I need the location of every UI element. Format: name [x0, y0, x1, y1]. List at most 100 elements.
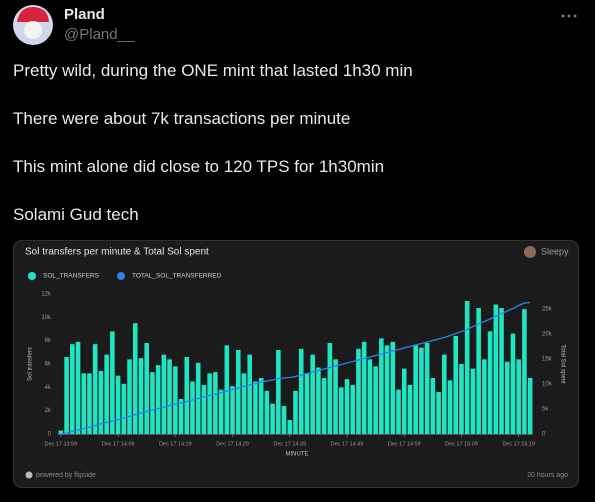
bar: [516, 359, 521, 434]
bar: [155, 365, 161, 434]
bar: [213, 372, 218, 434]
y2-tick-label: 0: [542, 432, 546, 438]
bar: [321, 378, 327, 434]
bar: [413, 345, 418, 434]
x-tick-label: Dec 17 13:59: [45, 441, 78, 447]
bar: [522, 309, 527, 434]
bar: [476, 308, 481, 434]
author-name[interactable]: Pland: [64, 6, 105, 23]
bar: [276, 350, 281, 434]
bar: [384, 345, 390, 434]
y-tick-label: 4k: [45, 385, 52, 391]
bar: [207, 373, 212, 434]
bar: [281, 406, 287, 434]
legend-label: SOL_TRANSFERS: [43, 273, 100, 280]
tweet-line: This mint alone did close to 120 TPS for…: [13, 157, 385, 176]
bar: [350, 385, 356, 434]
bar: [201, 385, 207, 434]
bar: [453, 336, 459, 434]
bar: [493, 304, 499, 434]
legend-marker: [28, 272, 36, 280]
y-tick-label: 8k: [45, 338, 52, 344]
brand: Sleepy: [541, 246, 569, 256]
y-axis-title: Sol transfers: [28, 347, 34, 381]
bar: [218, 389, 224, 434]
dot: [561, 14, 565, 18]
bar: [144, 343, 149, 434]
bar: [390, 341, 396, 434]
tweet-line: There were about 7k transactions per min…: [13, 109, 351, 128]
bar: [75, 341, 81, 434]
author-handle[interactable]: @Pland__: [64, 26, 135, 43]
brand-icon: [524, 246, 536, 258]
x-tick-label: Dec 17 15:19: [502, 441, 535, 447]
bar: [407, 385, 413, 434]
y-tick-label: 2k: [45, 408, 52, 414]
y-tick-label: 6k: [45, 362, 52, 368]
bar: [487, 331, 493, 434]
bar: [190, 381, 195, 434]
bar: [464, 301, 470, 434]
tweet-line: Pretty wild, during the ONE mint that la…: [13, 61, 413, 80]
bar: [430, 378, 436, 434]
bar: [338, 387, 344, 434]
bar: [470, 368, 476, 434]
bar: [184, 357, 190, 434]
bar: [333, 359, 338, 434]
bar: [70, 344, 75, 434]
bar: [527, 378, 533, 434]
x-tick-label: Dec 17 15:09: [445, 441, 478, 447]
source: powered by flipside: [36, 472, 96, 479]
bar: [58, 430, 64, 434]
bar: [270, 403, 275, 434]
avatar-hat: [17, 6, 49, 22]
bar: [367, 359, 373, 434]
bar: [178, 399, 184, 434]
bar: [459, 364, 464, 434]
bar: [510, 333, 516, 434]
avatar[interactable]: [13, 5, 53, 45]
bar: [287, 420, 293, 434]
bar: [310, 354, 315, 434]
bar: [447, 380, 453, 434]
x-tick-label: Dec 17 14:59: [388, 441, 421, 447]
bar: [173, 366, 178, 434]
more-menu[interactable]: [561, 14, 577, 18]
chart: Sol transfers per minute & Total Sol spe…: [25, 246, 569, 479]
bar: [110, 331, 115, 434]
y-tick-label: 0: [48, 432, 52, 438]
bar: [132, 323, 138, 434]
bar: [150, 372, 155, 434]
y2-axis-title: Total Sol spent: [559, 344, 565, 384]
bar: [258, 378, 264, 434]
bar: [424, 343, 430, 434]
avatar-face: [24, 21, 42, 39]
legend-label: TOTAL_SOL_TRANSFERRED: [132, 273, 222, 280]
bar: [104, 354, 109, 434]
bar: [87, 373, 92, 434]
bar: [64, 357, 69, 434]
bar: [499, 308, 504, 434]
bar: [396, 389, 401, 434]
y2-tick-label: 10k: [542, 382, 553, 388]
bar: [235, 350, 241, 434]
bar: [127, 359, 132, 434]
bar: [115, 375, 121, 434]
line: [60, 301, 531, 435]
bar: [253, 381, 258, 434]
bar: [247, 354, 253, 434]
x-axis-title: MINUTE: [286, 452, 309, 458]
bar: [230, 386, 235, 434]
bar: [361, 341, 367, 434]
bar: [264, 390, 270, 434]
y2-tick-label: 5k: [542, 407, 549, 413]
y2-tick-label: 15k: [542, 357, 553, 363]
y-tick-label: 10k: [41, 315, 52, 321]
bar: [167, 359, 172, 434]
x-tick-label: Dec 17 14:49: [331, 441, 364, 447]
bar: [373, 366, 378, 434]
bar: [482, 359, 487, 434]
bar: [241, 373, 247, 434]
